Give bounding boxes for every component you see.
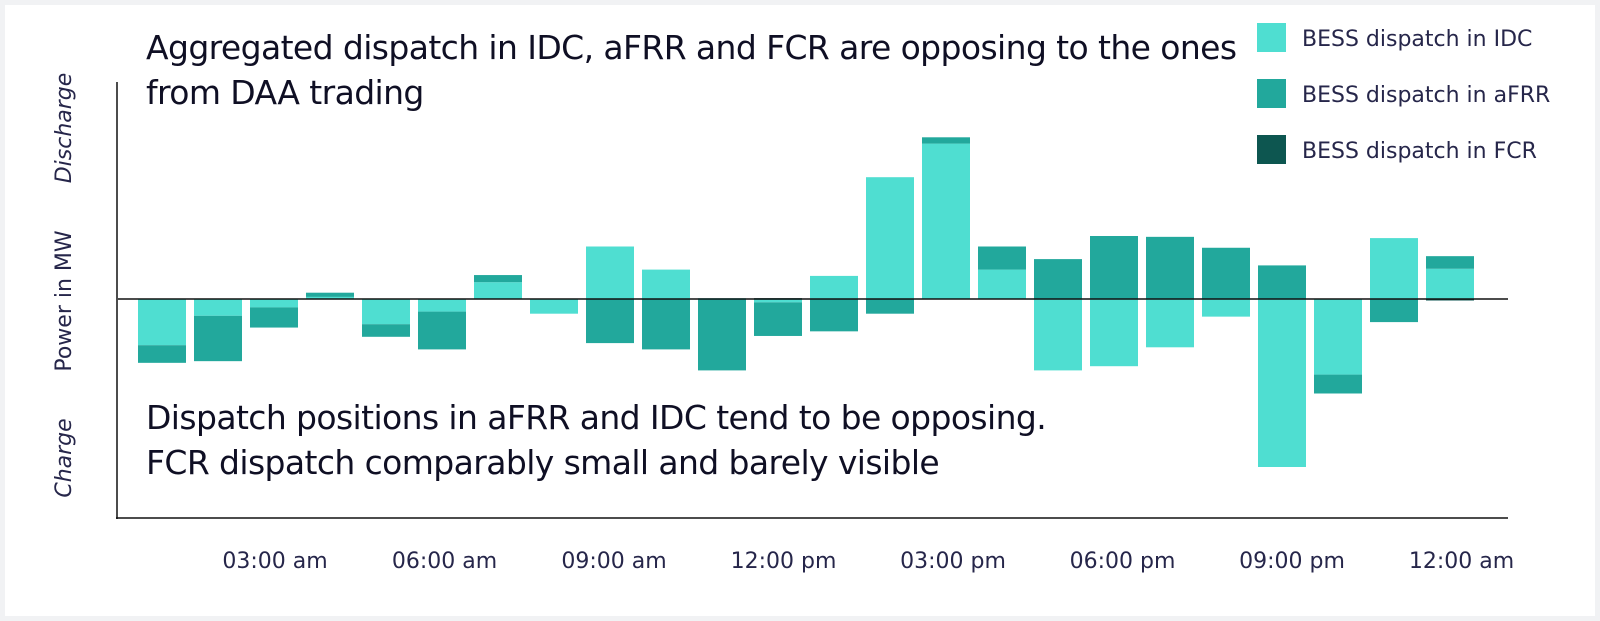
bars-layer: [138, 137, 1474, 467]
y-axis-label: Power in MW: [52, 230, 77, 372]
bar-idc-4: [306, 296, 354, 299]
bar-idc-15: [922, 143, 970, 299]
bar-idc-21: [1258, 299, 1306, 467]
x-tick-label: 09:00 am: [561, 549, 666, 574]
bar-idc-24: [1426, 268, 1474, 299]
bar-afrr-11: [698, 299, 746, 371]
legend-swatch: [1257, 135, 1286, 164]
bar-afrr-16: [978, 246, 1026, 270]
bar-afrr-15: [922, 137, 970, 144]
bar-idc-6: [418, 299, 466, 312]
bar-idc-7: [474, 282, 522, 299]
bar-afrr-1: [138, 345, 186, 363]
x-tick-label: 06:00 pm: [1070, 549, 1176, 574]
bar-afrr-18: [1090, 236, 1138, 299]
bar-idc-23: [1370, 238, 1418, 299]
legend-swatch: [1257, 79, 1286, 108]
chart: Aggregated dispatch in IDC, aFRR and FCR…: [52, 23, 1550, 574]
x-tick-labels: 03:00 am 06:00 am 09:00 am 12:00 pm 03:00 pm…: [222, 549, 1514, 574]
bar-idc-13: [810, 275, 858, 299]
bar-idc-19: [1146, 299, 1194, 348]
x-tick-label: 03:00 pm: [900, 549, 1006, 574]
bar-afrr-6: [418, 311, 466, 350]
bar-afrr-24: [1426, 256, 1474, 269]
legend-label: BESS dispatch in aFRR: [1302, 83, 1550, 108]
bar-afrr-19: [1146, 236, 1194, 299]
chart-annotation: Dispatch positions in aFRR and IDC tend …: [146, 398, 1051, 482]
bar-idc-12: [754, 299, 802, 303]
bar-afrr-20: [1202, 247, 1250, 299]
legend-swatch: [1257, 23, 1286, 52]
bar-idc-8: [530, 299, 578, 314]
bar-idc-1: [138, 299, 186, 346]
bar-idc-9: [586, 246, 634, 299]
x-tick-label: 06:00 am: [392, 549, 497, 574]
bar-afrr-13: [810, 299, 858, 332]
x-tick-label: 12:00 pm: [731, 549, 837, 574]
bar-idc-5: [362, 299, 410, 325]
bar-afrr-23: [1370, 299, 1418, 323]
bar-afrr-12: [754, 302, 802, 336]
chart-card: Aggregated dispatch in IDC, aFRR and FCR…: [5, 5, 1595, 616]
bar-idc-22: [1314, 299, 1362, 375]
bar-afrr-14: [866, 299, 914, 314]
y-label-discharge: Discharge: [52, 73, 77, 184]
bar-idc-16: [978, 269, 1026, 299]
bar-afrr-7: [474, 275, 522, 283]
bar-afrr-10: [642, 299, 690, 350]
bar-afrr-21: [1258, 265, 1306, 299]
bar-afrr-17: [1034, 259, 1082, 299]
bar-afrr-3: [250, 307, 298, 328]
legend-label: BESS dispatch in IDC: [1302, 27, 1532, 52]
chart-title: Aggregated dispatch in IDC, aFRR and FCR…: [146, 28, 1242, 112]
y-label-charge: Charge: [52, 418, 77, 497]
bar-idc-20: [1202, 299, 1250, 317]
bar-afrr-22: [1314, 374, 1362, 394]
bar-idc-10: [642, 269, 690, 299]
bar-afrr-5: [362, 324, 410, 337]
bar-idc-2: [194, 299, 242, 316]
bar-idc-3: [250, 299, 298, 308]
bar-idc-18: [1090, 299, 1138, 367]
legend: BESS dispatch in IDC BESS dispatch in aFR…: [1257, 23, 1550, 164]
x-tick-label: 03:00 am: [222, 549, 327, 574]
bar-afrr-4: [306, 292, 354, 297]
x-tick-label: 12:00 am: [1409, 549, 1514, 574]
bar-idc-14: [866, 177, 914, 299]
bar-afrr-9: [586, 299, 634, 344]
x-tick-label: 09:00 pm: [1239, 549, 1345, 574]
bar-idc-17: [1034, 299, 1082, 371]
legend-label: BESS dispatch in FCR: [1302, 139, 1537, 164]
bar-afrr-2: [194, 315, 242, 362]
